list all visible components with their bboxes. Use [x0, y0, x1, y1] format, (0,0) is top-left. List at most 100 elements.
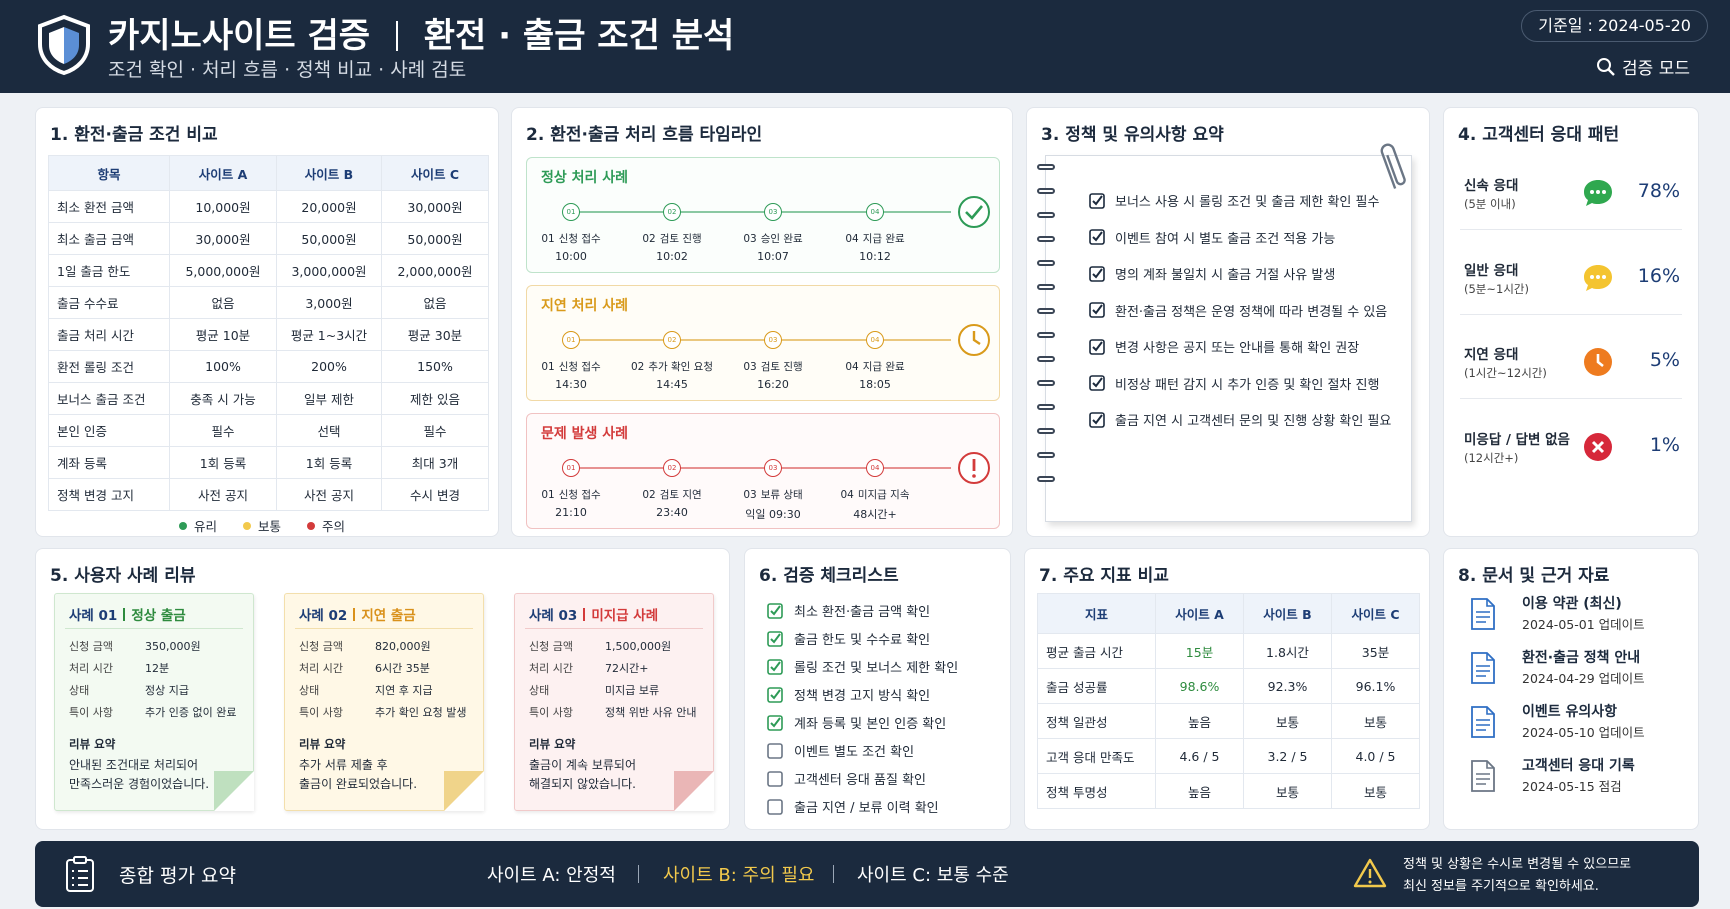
- step-num: 02: [642, 233, 656, 245]
- step-time: 48시간+: [853, 508, 897, 521]
- checkbox-checked: [767, 686, 783, 703]
- policy-text: 보너스 사용 시 롤링 조건 및 출금 제한 확인 필수: [1115, 195, 1380, 210]
- review-label: 리뷰 요약: [299, 737, 346, 751]
- doc-fold: [1486, 761, 1494, 769]
- step-num: 02: [630, 361, 645, 373]
- cell: 평균 출금 시간: [1037, 633, 1156, 669]
- step-time: 10:12: [859, 250, 891, 263]
- title-row: 카지노사이트 검증 환전 · 출금 조건 분석: [108, 8, 734, 57]
- response-label: 지연 응대: [1464, 347, 1519, 363]
- row: 출금 수수료 없음 3,000원 없음: [48, 286, 489, 319]
- card-rule: [525, 628, 703, 629]
- step-num: 03: [743, 361, 757, 373]
- header-cell: 사이트 B: [276, 155, 382, 191]
- field-value: 정상 지급: [145, 684, 189, 697]
- card-tag: 지연 출금: [361, 608, 416, 624]
- step-time: 23:40: [656, 506, 688, 519]
- separator: [638, 865, 639, 883]
- cell: 150%: [381, 350, 489, 383]
- timeline-case: 정상 처리 사례 01 01 신청 접수 10:00 02 02 검토 진행 10:02 03 03…: [526, 157, 1000, 273]
- checklist-box: [767, 686, 783, 703]
- doc-date: 2024-05-15 점검: [1522, 779, 1622, 794]
- cell: 보통: [1243, 773, 1332, 809]
- checkbox-checked: [1089, 411, 1105, 428]
- card-title: 사례 03 미지급 사례: [529, 604, 658, 624]
- cell: 최소 환전 금액: [48, 190, 170, 223]
- check-mark: [1092, 304, 1103, 315]
- doc-date: 2024-05-10 업데이트: [1522, 725, 1645, 740]
- field-label: 특이 사항: [299, 706, 343, 719]
- case-status-icon: [957, 195, 991, 233]
- title: 카지노사이트 검증: [108, 16, 371, 56]
- response-label: 미응답 / 답변 없음: [1464, 431, 1570, 448]
- doc-date: 2024-05-01 업데이트: [1522, 617, 1645, 632]
- step-text: 지급 완료: [862, 361, 905, 373]
- field-value: 추가 확인 요청 발생: [375, 706, 467, 719]
- check-mark: [1092, 267, 1103, 279]
- panel-title: 6. 검증 체크리스트: [759, 566, 899, 586]
- cell: 1회 등록: [276, 446, 382, 479]
- response-range: (12시간+): [1464, 450, 1519, 465]
- header-cell: 지표: [1037, 593, 1156, 634]
- status-clock-icon: [958, 324, 990, 356]
- clipboard-clip: [73, 856, 87, 864]
- site-summary: 사이트 A: 안정적: [487, 865, 616, 886]
- cell: 제한 있음: [381, 382, 489, 415]
- step-circle: 01: [562, 331, 580, 349]
- row: 고객 응대 만족도 4.6 / 5 3.2 / 5 4.0 / 5: [1037, 738, 1420, 774]
- field-value: 820,000원: [375, 640, 431, 653]
- policy-text: 이벤트 참여 시 별도 출금 조건 적용 가능: [1115, 231, 1336, 247]
- step-text: 미지급 지속: [857, 489, 910, 501]
- step-text: 승인 완료: [760, 233, 803, 245]
- policy-item: 보너스 사용 시 롤링 조건 및 출금 제한 확인 필수: [1089, 191, 1379, 210]
- cell: 10,000원: [169, 190, 277, 223]
- cell: 평균 10분: [169, 318, 277, 351]
- row: 정책 변경 고지 사전 공지 사전 공지 수시 변경: [48, 478, 489, 511]
- cell: 정책 일관성: [1037, 703, 1156, 739]
- site-summary: 사이트 B: 주의 필요: [663, 865, 815, 886]
- step-text: 추가 확인 요청: [648, 361, 713, 373]
- step-label: 01 신청 접수: [521, 487, 621, 502]
- checklist-box: [767, 770, 783, 787]
- step-text: 보류 상태: [760, 489, 803, 501]
- step-label: 04 미지급 지속: [825, 487, 925, 502]
- field-value: 6시간 35분: [375, 662, 430, 675]
- policy-item: 변경 사항은 공지 또는 안내를 통해 확인 권장: [1089, 337, 1359, 356]
- cell: 35분: [1331, 633, 1420, 669]
- policy-check: [1089, 411, 1105, 428]
- shield-fill: [64, 27, 79, 64]
- cell: 1일 출금 한도: [48, 254, 170, 287]
- panel-title: 2. 환전·출금 처리 흐름 타임라인: [526, 125, 763, 145]
- step-time: 10:07: [757, 250, 789, 263]
- search-icon: [1597, 57, 1615, 76]
- clock-icon: [1584, 348, 1612, 376]
- checkbox-checked: [1089, 375, 1105, 391]
- cell: 3,000,000원: [276, 254, 382, 287]
- x-icon: [1584, 432, 1612, 461]
- step-circle: 02: [663, 331, 681, 349]
- summary-bar: 종합 평가 요약 사이트 A: 안정적 사이트 B: 주의 필요 사이트 C: 보통 …: [35, 841, 1699, 907]
- divider: [1460, 398, 1682, 399]
- cell: 정책 변경 고지: [48, 478, 170, 511]
- card-number: 사례 01: [69, 608, 118, 624]
- cell: 수시 변경: [381, 478, 489, 511]
- card-number: 사례 03: [529, 608, 578, 624]
- panel-title: 1. 환전·출금 조건 비교: [50, 125, 218, 145]
- step-time: 10:02: [656, 250, 688, 263]
- cell: 100%: [169, 350, 277, 383]
- mode-button[interactable]: 검증 모드: [1596, 54, 1690, 79]
- checklist-text: 출금 지연 / 보류 이력 확인: [794, 801, 939, 816]
- step-label: 03 승인 완료: [723, 231, 823, 246]
- cell: 없음: [169, 286, 277, 319]
- cell: 출금 처리 시간: [48, 318, 170, 351]
- check-mark: [1092, 413, 1103, 425]
- cell: 보통: [1331, 703, 1420, 739]
- triangle: [1353, 858, 1387, 888]
- legend-label: 유리: [194, 519, 218, 534]
- separator: [395, 21, 398, 51]
- check-mark: [770, 604, 781, 616]
- document-icon: [1471, 598, 1495, 630]
- step-time: 14:30: [555, 378, 587, 391]
- step-num: 01: [541, 361, 555, 373]
